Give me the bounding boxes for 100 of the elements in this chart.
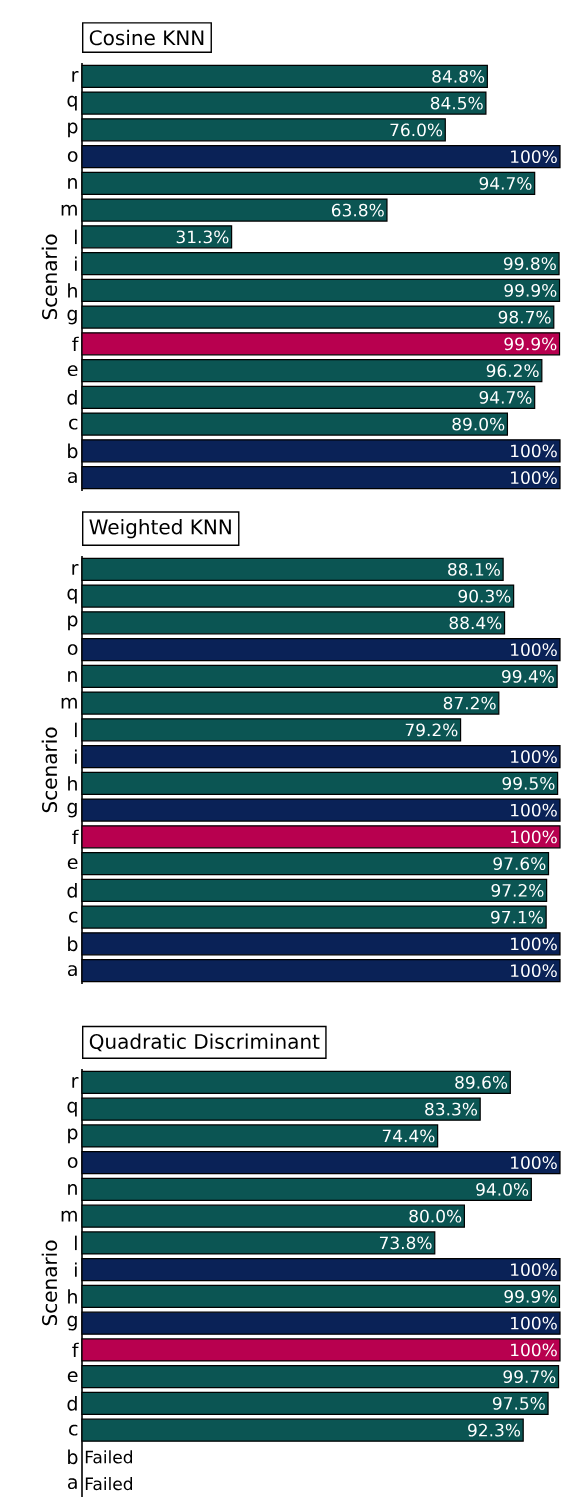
y-axis-title: Scenario bbox=[41, 1240, 58, 1326]
data-label: 99.5% bbox=[502, 776, 555, 790]
data-label: 83.3% bbox=[425, 1102, 478, 1116]
y-tick-label: f bbox=[72, 336, 79, 352]
data-label: 84.5% bbox=[430, 96, 483, 110]
data-label: 100% bbox=[511, 471, 557, 485]
y-tick-label: d bbox=[67, 883, 77, 898]
text: Failed bbox=[85, 1477, 133, 1491]
y-tick-label: i bbox=[75, 256, 77, 271]
y-tick-label: h bbox=[68, 283, 77, 298]
data-label: 99.9% bbox=[504, 283, 557, 297]
y-tick-label: c bbox=[69, 418, 78, 430]
y-axis-title: Scenario bbox=[41, 234, 58, 320]
data-label: 100% bbox=[511, 1316, 557, 1330]
y-tick-label: n bbox=[68, 1184, 77, 1195]
y-tick-label: r bbox=[72, 1077, 79, 1088]
y-tick-label: m bbox=[61, 1210, 77, 1222]
data-label: 87.2% bbox=[443, 696, 496, 710]
y-tick-label: h bbox=[68, 776, 77, 791]
data-label: 63.8% bbox=[331, 203, 384, 217]
y-tick-label: g bbox=[67, 1315, 77, 1331]
data-label: 97.2% bbox=[491, 883, 544, 897]
data-label: 88.1% bbox=[448, 562, 500, 576]
y-tick-label: r bbox=[72, 564, 79, 575]
y-tick-label: n bbox=[68, 178, 77, 189]
y-tick-label: b bbox=[68, 936, 78, 952]
y-tick-label: o bbox=[67, 1157, 78, 1169]
chart-title: Quadratic Discriminant bbox=[89, 1033, 320, 1052]
y-tick-label: f bbox=[72, 829, 79, 845]
y-tick-label: g bbox=[67, 309, 77, 325]
y-tick-label: d bbox=[67, 1396, 77, 1411]
data-label: 100% bbox=[511, 444, 557, 458]
data-label: 97.1% bbox=[491, 910, 543, 924]
data-label: 100% bbox=[511, 1343, 557, 1357]
y-tick-label: l bbox=[75, 1235, 77, 1251]
y-tick-label: e bbox=[67, 1371, 78, 1383]
y-tick-label: h bbox=[68, 1289, 77, 1304]
y-tick-label: o bbox=[67, 151, 78, 163]
data-label: 92.3% bbox=[468, 1423, 521, 1437]
data-label: 73.8% bbox=[379, 1236, 432, 1250]
y-tick-label: q bbox=[67, 588, 77, 604]
data-label: 96.2% bbox=[486, 364, 539, 378]
y-tick-label: q bbox=[67, 95, 77, 111]
data-label: 89.6% bbox=[455, 1075, 508, 1089]
data-label: 100% bbox=[511, 1156, 557, 1170]
y-tick-label: p bbox=[68, 1128, 78, 1144]
data-label: 99.7% bbox=[503, 1370, 556, 1384]
data-label: 74.4% bbox=[382, 1129, 435, 1143]
y-tick-label: a bbox=[67, 1478, 77, 1490]
y-tick-label: n bbox=[68, 671, 77, 682]
data-label: 94.7% bbox=[479, 176, 532, 190]
data-label: 100% bbox=[511, 643, 557, 657]
y-tick-label: r bbox=[72, 71, 79, 82]
data-label: 100% bbox=[511, 830, 557, 844]
data-label: 31.3% bbox=[176, 230, 229, 244]
data-label: 99.9% bbox=[504, 337, 557, 351]
data-label: 79.2% bbox=[405, 723, 458, 737]
y-tick-label: a bbox=[67, 965, 77, 977]
data-label: 80.0% bbox=[409, 1209, 462, 1223]
y-tick-label: d bbox=[67, 390, 77, 405]
data-label: 97.5% bbox=[492, 1396, 545, 1410]
text: Failed bbox=[85, 1450, 133, 1464]
y-tick-label: o bbox=[67, 644, 78, 656]
data-label: 90.3% bbox=[458, 589, 511, 603]
data-label: 100% bbox=[511, 150, 557, 164]
data-label: 100% bbox=[511, 1263, 557, 1277]
data-label: 97.6% bbox=[493, 857, 546, 871]
data-label: 99.8% bbox=[503, 257, 556, 271]
y-tick-label: q bbox=[67, 1101, 77, 1117]
y-tick-label: a bbox=[67, 472, 77, 484]
data-label: 89.0% bbox=[452, 417, 505, 431]
y-tick-label: l bbox=[75, 722, 77, 738]
y-tick-label: p bbox=[68, 615, 78, 631]
y-tick-label: g bbox=[67, 802, 77, 818]
data-label: 76.0% bbox=[390, 123, 443, 137]
data-label: 98.7% bbox=[498, 310, 551, 324]
y-tick-label: i bbox=[75, 1262, 77, 1277]
data-label: 100% bbox=[511, 803, 557, 817]
chart-title: Cosine KNN bbox=[89, 29, 204, 46]
y-tick-label: b bbox=[68, 1449, 78, 1465]
y-tick-label: m bbox=[61, 697, 77, 709]
y-tick-label: e bbox=[67, 858, 78, 870]
data-label: 94.0% bbox=[476, 1182, 529, 1196]
y-axis-title: Scenario bbox=[41, 727, 58, 813]
y-tick-label: c bbox=[69, 1424, 78, 1436]
data-label: 94.7% bbox=[479, 390, 532, 404]
data-label: 99.9% bbox=[504, 1289, 557, 1303]
y-tick-label: c bbox=[69, 911, 78, 923]
data-label: 100% bbox=[511, 964, 557, 978]
y-tick-label: f bbox=[72, 1342, 79, 1358]
y-tick-label: b bbox=[68, 443, 78, 459]
data-label: 100% bbox=[511, 937, 557, 951]
y-tick-label: l bbox=[75, 229, 77, 245]
y-tick-label: p bbox=[68, 122, 78, 138]
y-tick-label: m bbox=[61, 204, 77, 216]
data-label: 100% bbox=[511, 750, 557, 764]
y-tick-label: i bbox=[75, 749, 77, 764]
data-label: 99.4% bbox=[502, 669, 554, 683]
chart-title: Weighted KNN bbox=[89, 518, 231, 539]
data-label: 84.8% bbox=[432, 69, 485, 83]
